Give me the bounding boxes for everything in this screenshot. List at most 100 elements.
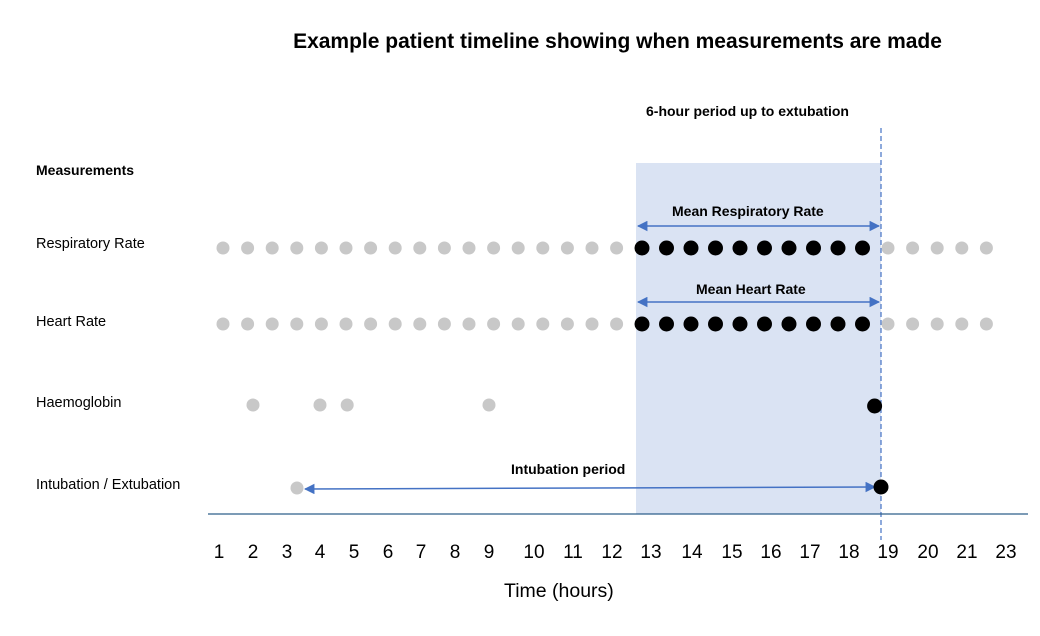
heart-rate-window-point bbox=[781, 316, 797, 332]
tick-label: 9 bbox=[483, 542, 495, 563]
haemoglobin-point bbox=[482, 398, 496, 412]
heart-rate-window-point bbox=[855, 316, 870, 332]
heart-rate-point bbox=[560, 317, 574, 331]
haemoglobin-point bbox=[246, 398, 260, 412]
respiratory-rate-point bbox=[511, 241, 525, 255]
respiratory-rate-point bbox=[413, 241, 427, 255]
respiratory-rate-window-point bbox=[732, 240, 748, 256]
heart-rate-point bbox=[585, 317, 599, 331]
heart-rate-window-point bbox=[830, 316, 846, 332]
respiratory-rate-point bbox=[290, 241, 304, 255]
haemoglobin-window-point bbox=[867, 398, 883, 414]
row-label-heart-rate: Heart Rate bbox=[36, 314, 107, 330]
heart-rate-window-point bbox=[732, 316, 748, 332]
row-label-intubation-extubation: Intubation / Extubation bbox=[36, 477, 181, 493]
respiratory-rate-point bbox=[462, 241, 476, 255]
respiratory-rate-window-point bbox=[757, 240, 772, 256]
heart-rate-point bbox=[462, 317, 476, 331]
heart-rate-window-point bbox=[708, 316, 723, 332]
respiratory-rate-point bbox=[364, 241, 378, 255]
tick-label: 3 bbox=[281, 542, 293, 563]
heart-rate-point bbox=[881, 317, 895, 331]
heart-rate-point bbox=[955, 317, 969, 331]
intubation-period-arrow bbox=[303, 481, 877, 495]
x-axis-title: Time (hours) bbox=[504, 580, 614, 602]
respiratory-rate-window-point bbox=[855, 240, 870, 256]
respiratory-rate-point bbox=[585, 241, 599, 255]
heart-rate-point bbox=[906, 317, 920, 331]
respiratory-rate-point bbox=[388, 241, 402, 255]
tick-label: 10 bbox=[523, 542, 545, 563]
heart-rate-point bbox=[413, 317, 427, 331]
tick-label: 18 bbox=[838, 542, 860, 563]
respiratory-rate-window-point bbox=[806, 240, 821, 256]
heart-rate-point bbox=[265, 317, 279, 331]
tick-label: 23 bbox=[995, 542, 1017, 563]
heart-rate-point bbox=[511, 317, 525, 331]
heart-rate-point bbox=[930, 317, 944, 331]
intubation-point bbox=[290, 481, 304, 495]
measurement-points bbox=[216, 240, 993, 495]
tick-label: 2 bbox=[247, 542, 259, 563]
heart-rate-window-point bbox=[806, 316, 821, 332]
tick-label: 5 bbox=[348, 542, 360, 563]
mean-respiratory-rate-label: Mean Respiratory Rate bbox=[672, 203, 824, 219]
extubation-point bbox=[873, 479, 889, 495]
respiratory-rate-point bbox=[979, 241, 993, 255]
respiratory-rate-point bbox=[339, 241, 353, 255]
respiratory-rate-window-point bbox=[659, 240, 674, 256]
tick-label: 20 bbox=[917, 542, 939, 563]
heart-rate-point bbox=[536, 317, 550, 331]
tick-label: 17 bbox=[799, 542, 821, 563]
tick-label: 4 bbox=[314, 542, 326, 563]
heart-rate-window-point bbox=[634, 316, 650, 332]
tick-label: 12 bbox=[601, 542, 623, 563]
heart-rate-point bbox=[388, 317, 402, 331]
respiratory-rate-point bbox=[536, 241, 550, 255]
heart-rate-point bbox=[339, 317, 353, 331]
respiratory-rate-point bbox=[265, 241, 279, 255]
extubation-window-label: 6-hour period up to extubation bbox=[646, 103, 849, 119]
heart-rate-point bbox=[487, 317, 501, 331]
heart-rate-window-point bbox=[683, 316, 699, 332]
row-label-respiratory-rate: Respiratory Rate bbox=[36, 236, 145, 252]
tick-label: 8 bbox=[449, 542, 461, 563]
respiratory-rate-point bbox=[487, 241, 501, 255]
heart-rate-window-point bbox=[659, 316, 674, 332]
row-label-haemoglobin: Haemoglobin bbox=[36, 395, 122, 411]
tick-label: 15 bbox=[721, 542, 743, 563]
respiratory-rate-point bbox=[560, 241, 574, 255]
tick-label: 21 bbox=[956, 542, 978, 563]
haemoglobin-point bbox=[340, 398, 354, 412]
tick-label: 6 bbox=[382, 542, 394, 563]
respiratory-rate-point bbox=[610, 241, 624, 255]
respiratory-rate-point bbox=[906, 241, 920, 255]
tick-label: 1 bbox=[213, 542, 225, 563]
heart-rate-point bbox=[437, 317, 451, 331]
tick-label: 19 bbox=[877, 542, 899, 563]
heart-rate-point bbox=[216, 317, 230, 331]
respiratory-rate-point bbox=[437, 241, 451, 255]
heart-rate-point bbox=[364, 317, 378, 331]
respiratory-rate-point bbox=[930, 241, 944, 255]
intubation-period-label: Intubation period bbox=[511, 461, 626, 477]
respiratory-rate-window-point bbox=[708, 240, 723, 256]
mean-heart-rate-label: Mean Heart Rate bbox=[696, 281, 806, 297]
respiratory-rate-window-point bbox=[634, 240, 650, 256]
tick-label: 11 bbox=[563, 542, 583, 563]
respiratory-rate-point bbox=[955, 241, 969, 255]
heart-rate-point bbox=[979, 317, 993, 331]
tick-label: 7 bbox=[415, 542, 427, 563]
respiratory-rate-point bbox=[241, 241, 255, 255]
measurements-heading: Measurements bbox=[36, 162, 135, 178]
respiratory-rate-window-point bbox=[781, 240, 797, 256]
respiratory-rate-point bbox=[216, 241, 230, 255]
tick-label: 16 bbox=[760, 542, 782, 563]
heart-rate-point bbox=[314, 317, 328, 331]
respiratory-rate-window-point bbox=[830, 240, 846, 256]
respiratory-rate-point bbox=[314, 241, 328, 255]
tick-label: 14 bbox=[681, 542, 703, 563]
heart-rate-point bbox=[610, 317, 624, 331]
heart-rate-point bbox=[241, 317, 255, 331]
